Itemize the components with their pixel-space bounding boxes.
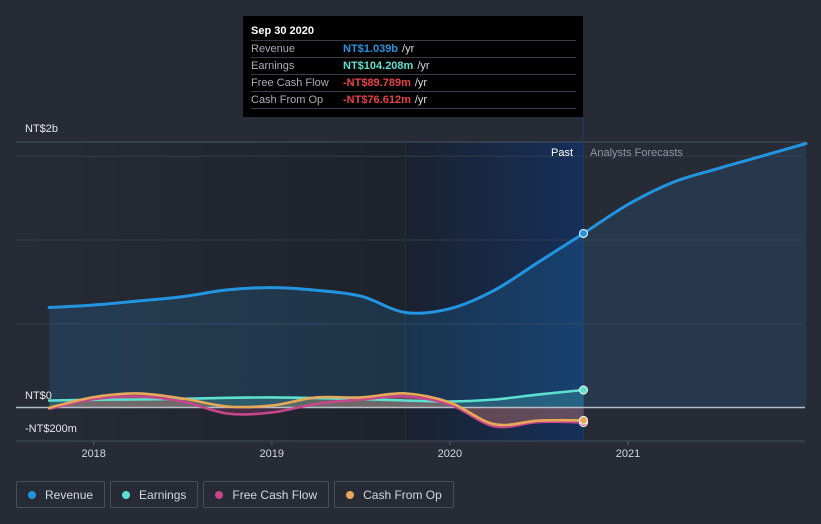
revenue-point xyxy=(578,228,588,238)
free-cash-flow-dot-icon xyxy=(215,490,224,499)
tooltip-row-earnings: Earnings NT$104.208m /yr xyxy=(251,58,576,75)
past-region-label: Past xyxy=(551,147,574,159)
legend-label: Earnings xyxy=(139,487,187,502)
tooltip-value: -NT$76.612m xyxy=(343,94,411,106)
tooltip-value: -NT$89.789m xyxy=(343,77,411,89)
x-tick-label: 2018 xyxy=(81,448,106,460)
earnings-dot-icon xyxy=(122,490,131,499)
tooltip-label: Revenue xyxy=(251,43,296,55)
tooltip-unit: /yr xyxy=(417,60,430,72)
fcf-line xyxy=(47,394,585,429)
legend-item-earnings[interactable]: Earnings xyxy=(110,481,199,508)
earnings-point xyxy=(578,385,588,395)
tooltip-row-revenue: Revenue NT$1.039b /yr xyxy=(251,41,576,58)
fcf-area xyxy=(49,396,584,428)
legend-item-revenue[interactable]: Revenue xyxy=(16,481,106,508)
y-axis-bottom-label: -NT$200m xyxy=(25,423,77,435)
tooltip-unit: /yr xyxy=(402,43,415,55)
chart-legend: Revenue Earnings Free Cash Flow Cash Fro… xyxy=(16,481,454,508)
tooltip-label: Earnings xyxy=(251,60,295,72)
revenue-forecast-area xyxy=(583,143,807,408)
tooltip-row-cash-from-op: Cash From Op -NT$76.612m /yr xyxy=(251,92,576,109)
legend-item-free-cash-flow[interactable]: Free Cash Flow xyxy=(203,481,330,508)
revenue-dot-icon xyxy=(28,490,36,499)
tooltip-date: Sep 30 2020 xyxy=(251,23,576,41)
revenue-line xyxy=(47,232,585,315)
legend-item-cash-from-op[interactable]: Cash From Op xyxy=(334,481,454,508)
tooltip-value: NT$104.208m xyxy=(343,60,414,72)
forecast-region-label: Analysts Forecasts xyxy=(590,147,683,159)
legend-label: Revenue xyxy=(45,487,94,502)
tooltip-unit: /yr xyxy=(414,94,428,106)
x-tick-label: 2021 xyxy=(615,448,641,460)
tooltip-label: Free Cash Flow xyxy=(251,77,329,89)
tooltip-label: Cash From Op xyxy=(251,94,324,106)
legend-label: Cash From Op xyxy=(363,487,442,502)
tooltip-value: NT$1.039b xyxy=(343,43,399,55)
tooltip-unit: /yr xyxy=(414,77,428,89)
legend-label: Free Cash Flow xyxy=(232,487,318,502)
cfo-line xyxy=(47,392,585,427)
cfo-point xyxy=(578,415,588,425)
x-tick-label: 2020 xyxy=(437,448,463,460)
cash-from-op-dot-icon xyxy=(346,490,355,499)
revenue-forecast-line xyxy=(582,142,808,235)
revenue-area xyxy=(49,233,584,408)
y-axis-top-label: NT$2b xyxy=(25,123,59,135)
x-tick-label: 2019 xyxy=(259,448,285,460)
y-axis-zero-label: NT$0 xyxy=(25,390,52,402)
chart-tooltip: Sep 30 2020 Revenue NT$1.039b /yr Earnin… xyxy=(243,16,583,117)
tooltip-row-free-cash-flow: Free Cash Flow -NT$89.789m /yr xyxy=(251,75,576,92)
